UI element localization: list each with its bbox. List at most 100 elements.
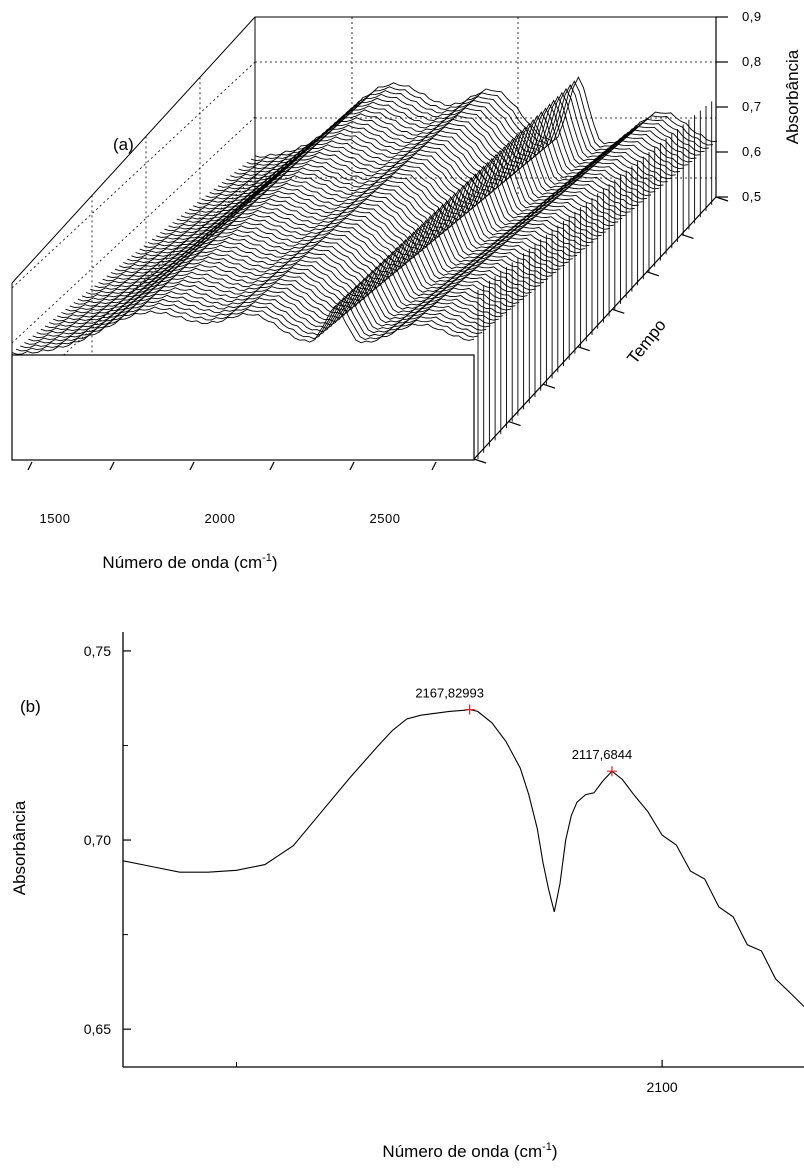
z-tick-label: 0,5 — [742, 189, 762, 204]
spectrum-line-chart: 0,75 0,70 0,65 2100 2167,82993 2117,6844 (b… — [10, 632, 804, 1161]
spectrum-curve — [151, 173, 615, 242]
x-axis-title-a: Número de onda (cm-1) — [102, 552, 277, 572]
y-tick-labels: 0,75 0,70 0,65 — [84, 643, 111, 1037]
x-axis-title-b: Número de onda (cm-1) — [382, 1141, 557, 1161]
tempo-tick — [577, 346, 590, 352]
z-tick-label: 0,8 — [742, 54, 762, 69]
grid-line — [11, 116, 256, 344]
spectrum-curve — [164, 161, 627, 232]
spectrum-curve — [201, 126, 664, 202]
spectrum-curve — [106, 215, 569, 278]
spectrum-curve — [48, 270, 512, 325]
y-tick-label: 0,75 — [84, 643, 111, 659]
tempo-tick — [542, 383, 556, 389]
spectrum-curve — [24, 293, 487, 345]
peak-label: 2167,82993 — [415, 686, 484, 701]
spectrum-curve — [156, 169, 619, 238]
y-tick-label: 0,65 — [84, 1021, 111, 1037]
peak-label: 2117,6844 — [572, 747, 633, 762]
front-face — [11, 354, 475, 461]
tempo-tick — [715, 196, 729, 202]
spectrum-curve — [98, 223, 561, 285]
x-tick — [27, 461, 33, 471]
spectrum-curve — [28, 289, 491, 342]
spectrum-curve — [172, 153, 635, 225]
spectrum-curve — [188, 138, 652, 212]
panel-a-label: (a) — [113, 135, 134, 154]
spectrum-curve — [184, 142, 648, 215]
tempo-tick — [612, 308, 625, 314]
spectrum-curve — [123, 200, 586, 265]
spectrum-curve — [147, 177, 610, 245]
spectrum-curve — [254, 76, 718, 158]
spectrum-curve — [143, 180, 606, 248]
x-tick — [349, 461, 355, 471]
spectrum-curve — [90, 231, 553, 292]
spectrum-curve — [176, 149, 639, 222]
x-tick-label: 2100 — [647, 1079, 678, 1095]
spectrum-curve — [53, 266, 516, 322]
y-axis-title-tempo: Tempo — [623, 316, 669, 368]
z-tick-label: 0,6 — [742, 144, 762, 159]
x-tick-labels: 1500 2000 2500 — [40, 511, 401, 526]
spectrum-curve — [135, 188, 598, 255]
spectrum-curve — [44, 273, 507, 329]
spectrum-curve — [221, 107, 685, 185]
spectrum-curve — [36, 281, 499, 335]
spectrum-curve — [11, 304, 475, 355]
spectrum-curve — [73, 246, 536, 305]
spectrum-curve — [65, 254, 528, 312]
spectrum-curve — [226, 103, 689, 182]
spectrum-curve — [217, 111, 680, 188]
spectrum-curve — [180, 146, 643, 218]
absorbance-series-line — [122, 708, 804, 1007]
tempo-tick — [473, 458, 487, 464]
spectrum-curve — [102, 219, 565, 282]
x-tick — [109, 461, 115, 471]
z-tick-label: 0,7 — [742, 99, 762, 114]
waterfall-3d-chart: (a) 0,9 0,8 0,7 0,6 0,5 1500 2000 2500 Absorbâ… — [11, 9, 802, 572]
waterfall-axes — [27, 16, 729, 471]
grid-line — [11, 61, 256, 289]
x-tick-label: 2000 — [205, 511, 236, 526]
spectrum-curve — [77, 242, 540, 302]
spectrum-curve — [69, 250, 532, 308]
peak-marker — [464, 704, 475, 715]
tempo-tick — [646, 271, 660, 277]
x-tick-labels: 2100 — [647, 1079, 678, 1095]
spectrum-curve — [213, 115, 676, 192]
spectrum-curve — [118, 204, 582, 268]
y-tick-label: 0,70 — [84, 832, 111, 848]
spectrum-curve — [193, 134, 656, 208]
spectrum-curve — [110, 211, 573, 275]
peak-markers: 2167,82993 2117,6844 — [415, 686, 632, 777]
x-tick — [431, 461, 437, 471]
z-tick-label: 0,9 — [742, 9, 762, 24]
waterfall-front-box — [11, 101, 717, 461]
x-tick-label: 2500 — [370, 511, 401, 526]
x-tick-label: 1500 — [40, 511, 71, 526]
spectrum-curve — [81, 239, 545, 298]
spectrum-curve — [94, 227, 557, 288]
tempo-tick — [508, 421, 521, 427]
x-tick — [269, 461, 275, 471]
spectrum-curve — [61, 258, 524, 315]
spectrum-axes — [122, 632, 804, 1068]
spectrum-curve — [127, 196, 590, 262]
peak-marker — [606, 766, 617, 777]
spectrum-curve — [40, 277, 503, 332]
tempo-axis-line — [473, 196, 717, 460]
spectrum-curve — [32, 285, 495, 339]
spectrum-curve — [230, 99, 693, 178]
spectrum-curve — [197, 130, 660, 205]
waterfall-spectra — [11, 76, 718, 355]
spectrum-curve — [209, 118, 672, 195]
spectrum-curve — [20, 297, 483, 349]
spectrum-curve — [131, 192, 594, 258]
x-tick — [189, 461, 195, 471]
spectrum-curve — [160, 165, 623, 235]
tempo-tick — [681, 233, 694, 239]
spectrum-curve — [168, 157, 631, 228]
panel-b-label: (b) — [20, 697, 41, 716]
z-tick-labels: 0,9 0,8 0,7 0,6 0,5 — [742, 9, 762, 204]
